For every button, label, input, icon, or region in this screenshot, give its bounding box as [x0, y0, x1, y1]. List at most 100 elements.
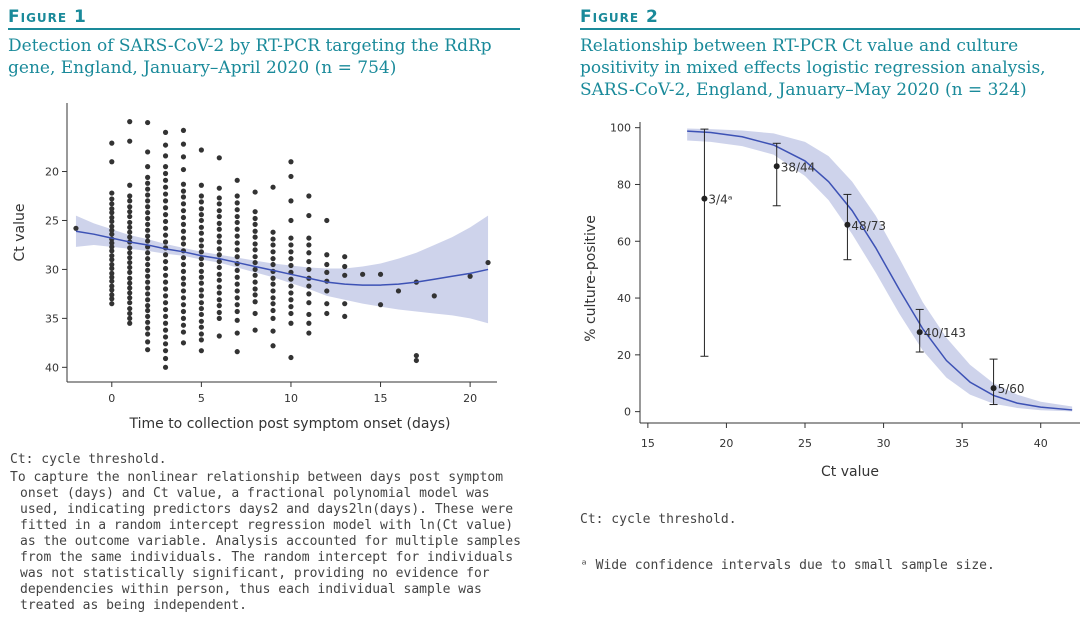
data-point: [234, 330, 240, 336]
data-point: [180, 201, 187, 207]
data-point: [216, 208, 222, 214]
y-tick-label: 60: [617, 235, 631, 248]
data-point: [145, 238, 151, 244]
data-point: [288, 290, 294, 296]
data-point: [216, 201, 222, 207]
data-point: [198, 287, 204, 293]
data-point: [180, 235, 187, 241]
figure-1-title-line-1: Detection of SARS-CoV-2 by RT-PCR target…: [8, 36, 492, 56]
data-point: [216, 258, 222, 265]
data-point: [180, 329, 187, 335]
data-point: [288, 242, 294, 248]
y-tick-label: 30: [45, 263, 59, 276]
data-point: [109, 190, 115, 196]
data-point: [288, 283, 294, 289]
data-point: [198, 311, 204, 318]
data-point: [109, 265, 115, 272]
data-point: [252, 299, 258, 305]
y-axis-label: Ct value: [12, 204, 28, 262]
data-point: [145, 256, 151, 262]
data-point: [198, 230, 204, 236]
data-point: [198, 293, 204, 299]
data-point: [127, 198, 133, 204]
data-point: [162, 334, 169, 340]
data-point: [216, 284, 222, 290]
data-point: [198, 206, 204, 212]
data-point: [198, 256, 204, 262]
data-point: [127, 275, 133, 281]
data-point: [180, 322, 187, 328]
data-point: [270, 256, 276, 262]
figure-1-rule: [8, 28, 520, 30]
data-point: [127, 280, 133, 286]
data-point: [109, 223, 115, 229]
data-point: [216, 271, 222, 277]
data-point: [198, 274, 204, 280]
data-point: [162, 265, 169, 272]
data-point: [306, 320, 312, 326]
data-point: [234, 177, 240, 183]
figure-1-note-method: To capture the nonlinear relationship be…: [10, 470, 521, 613]
data-point: [180, 141, 187, 147]
data-point: [252, 327, 258, 333]
data-point: [127, 209, 133, 215]
data-point: [701, 195, 708, 202]
data-point: [216, 220, 222, 227]
data-point: [73, 225, 79, 231]
data-point: [127, 255, 133, 261]
data-point: [198, 224, 204, 230]
data-point: [127, 204, 133, 210]
data-point: [109, 274, 115, 280]
chart-1-ct-vs-days: 0 5 10 15 20 20 25 30 35 40 Time to collection po…: [12, 103, 497, 432]
data-point: [288, 304, 294, 310]
x-tick-label: 20: [463, 392, 477, 405]
data-point: [180, 295, 187, 301]
data-point: [109, 261, 115, 268]
data-point: [145, 227, 151, 233]
data-point: [234, 207, 240, 213]
data-point: [306, 258, 312, 265]
data-point: [288, 262, 294, 269]
data-point: [127, 259, 133, 266]
data-point: [198, 249, 204, 255]
data-point: [127, 224, 133, 230]
chart-2-culture-positivity: 3/4ᵃ 38/44 48/73 40/143 5/60 15 20 25 30 35 40 0 20…: [583, 122, 1080, 480]
data-point: [109, 253, 115, 259]
figure-1-title: Detection of SARS-CoV-2 by RT-PCR target…: [8, 35, 492, 79]
data-point: [270, 295, 276, 301]
data-point: [162, 142, 169, 148]
data-point: [180, 315, 187, 321]
data-point: [198, 331, 204, 337]
data-point: [216, 226, 222, 232]
data-label: 40/143: [924, 326, 966, 340]
data-point: [306, 283, 312, 289]
data-point: [127, 264, 133, 271]
data-point: [127, 138, 133, 144]
data-point: [916, 329, 923, 336]
data-point: [306, 330, 312, 336]
data-point: [145, 174, 151, 180]
data-point: [844, 221, 851, 228]
data-point: [288, 320, 294, 326]
data-point: [145, 273, 151, 279]
data-point: [198, 348, 204, 354]
data-point: [109, 283, 115, 289]
data-point: [145, 215, 151, 222]
data-point: [288, 249, 294, 255]
data-point: [109, 248, 115, 254]
data-point: [162, 341, 169, 347]
data-point: [252, 189, 258, 195]
data-point: [145, 250, 151, 256]
data-point: [180, 268, 187, 274]
data-point: [180, 255, 187, 261]
data-point: [162, 272, 169, 278]
data-point: [145, 325, 151, 331]
data-point: [127, 245, 133, 251]
data-point: [198, 324, 204, 330]
data-point: [127, 295, 133, 301]
figure-2-title-line-1: Relationship between RT-PCR Ct value and…: [580, 36, 1019, 56]
data-point: [288, 159, 294, 165]
figure-2-note-footnote: ᵃ Wide confidence intervals due to small…: [580, 558, 995, 573]
data-point: [109, 227, 115, 233]
data-point: [162, 191, 169, 197]
